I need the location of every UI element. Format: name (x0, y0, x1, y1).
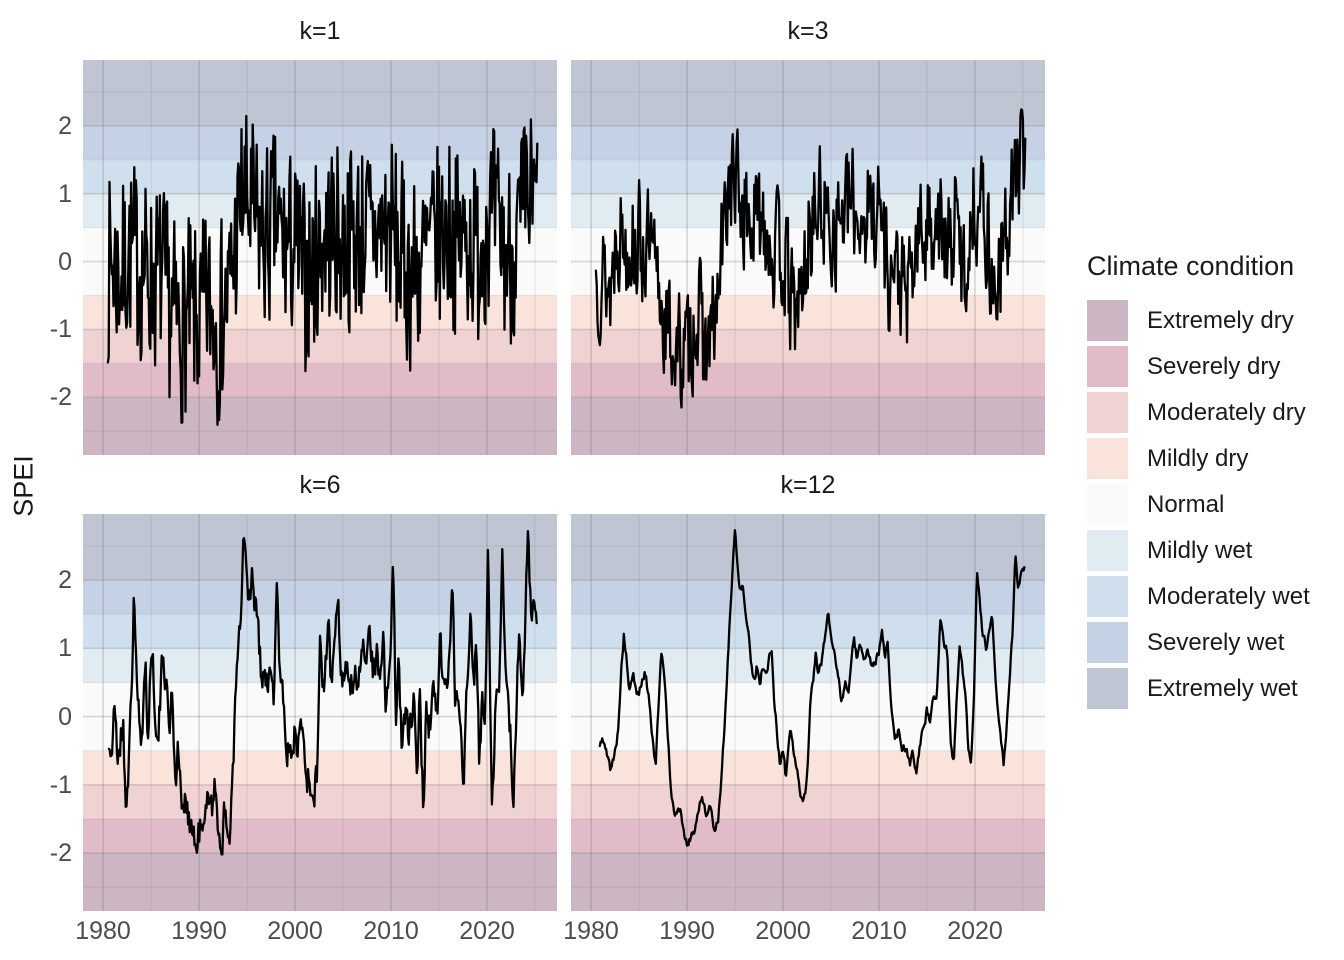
x-tick-label: 1990 (659, 917, 715, 945)
y-tick-label: -1 (49, 771, 72, 799)
legend-item-mildly-wet: Mildly wet (1087, 530, 1344, 571)
band-extremely-wet (83, 514, 557, 581)
panel-k-6-plot (83, 514, 557, 911)
band-extremely-wet (571, 514, 1045, 581)
y-tick-label: 1 (58, 634, 72, 662)
legend-item-label: Severely wet (1147, 628, 1285, 656)
band-severely-wet (571, 580, 1045, 615)
legend-item-extremely-wet: Extremely wet (1087, 668, 1344, 709)
x-tick-label: 1980 (75, 917, 131, 945)
spei-line (107, 529, 538, 856)
band-severely-wet (571, 125, 1045, 160)
band-moderately-dry (83, 784, 557, 819)
legend-item-label: Moderately dry (1147, 398, 1306, 426)
band-severely-dry (83, 363, 557, 398)
band-extremely-dry (83, 397, 557, 455)
legend-item-label: Mildly dry (1147, 444, 1249, 472)
y-tick-label: 0 (58, 248, 72, 276)
x-tick-label: 2010 (851, 917, 907, 945)
band-severely-wet (83, 125, 557, 160)
legend-item-moderately-wet: Moderately wet (1087, 576, 1344, 617)
legend-item-severely-wet: Severely wet (1087, 622, 1344, 663)
legend-item-mildly-dry: Mildly dry (1087, 438, 1344, 479)
y-axis-title: SPEI (8, 455, 39, 517)
legend-item-normal: Normal (1087, 484, 1344, 525)
spei-line (598, 529, 1026, 847)
band-severely-wet (83, 580, 557, 615)
band-extremely-dry (571, 397, 1045, 455)
panel-k-3-plot (571, 60, 1045, 455)
y-tick-label: 2 (58, 112, 72, 140)
band-moderately-wet (83, 159, 557, 194)
y-tick-label: -1 (49, 315, 72, 343)
panel-k-6 (83, 514, 557, 911)
band-severely-dry (83, 818, 557, 854)
band-moderately-dry (571, 784, 1045, 819)
y-tick-label: 2 (58, 566, 72, 594)
y-tick-label: 0 (58, 703, 72, 731)
legend-swatch (1087, 300, 1128, 341)
legend-item-severely-dry: Severely dry (1087, 346, 1344, 387)
legend-item-label: Extremely wet (1147, 674, 1298, 702)
legend-swatch (1087, 576, 1128, 617)
panel-k-1-plot (83, 60, 557, 455)
panel-k-12-plot (571, 514, 1045, 911)
legend-item-label: Severely dry (1147, 352, 1281, 380)
legend-swatch (1087, 668, 1128, 709)
legend-swatch (1087, 484, 1128, 525)
band-mildly-dry (83, 750, 557, 785)
x-tick-label: 2020 (947, 917, 1003, 945)
facet-label-k-12: k=12 (780, 471, 836, 499)
spei-line (106, 114, 539, 426)
y-tick-label: -2 (49, 839, 72, 867)
legend-item-label: Extremely dry (1147, 306, 1294, 334)
legend-swatch (1087, 392, 1128, 433)
band-extremely-dry (571, 853, 1045, 911)
facet-label-k-3: k=3 (787, 17, 829, 45)
x-tick-label: 2000 (755, 917, 811, 945)
band-moderately-wet (571, 159, 1045, 194)
gridlines (571, 514, 1045, 911)
band-severely-dry (571, 363, 1045, 398)
x-tick-label: 2010 (363, 917, 419, 945)
band-extremely-wet (83, 60, 557, 126)
panel-k-3 (571, 60, 1045, 455)
band-extremely-dry (83, 853, 557, 911)
facet-label-k-6: k=6 (299, 471, 341, 499)
legend-item-label: Moderately wet (1147, 582, 1310, 610)
spei-line (594, 108, 1027, 409)
legend-swatch (1087, 438, 1128, 479)
legend-swatch (1087, 346, 1128, 387)
x-tick-label: 1990 (171, 917, 227, 945)
climate-bands (571, 514, 1045, 911)
facet-label-k-1: k=1 (299, 17, 341, 45)
x-tick-label: 2000 (267, 917, 323, 945)
y-tick-label: -2 (49, 383, 72, 411)
band-moderately-wet (571, 614, 1045, 649)
legend-title: Climate condition (1087, 251, 1295, 281)
x-tick-label: 2020 (459, 917, 515, 945)
panel-k-12 (571, 514, 1045, 911)
band-extremely-wet (571, 60, 1045, 126)
band-mildly-wet (571, 648, 1045, 683)
legend-items: Extremely dry Severely dry Moderately dry M… (1087, 300, 1344, 709)
legend-item-label: Normal (1147, 490, 1225, 518)
band-moderately-dry (571, 329, 1045, 364)
legend-item-moderately-dry: Moderately dry (1087, 392, 1344, 433)
legend-item-extremely-dry: Extremely dry (1087, 300, 1344, 341)
x-tick-label: 1980 (563, 917, 619, 945)
legend-item-label: Mildly wet (1147, 536, 1253, 564)
legend-swatch (1087, 530, 1128, 571)
legend: Climate condition Extremely dry Severely … (1087, 250, 1344, 714)
legend-swatch (1087, 622, 1128, 663)
band-severely-dry (571, 818, 1045, 854)
panel-k-1 (83, 60, 557, 455)
y-tick-label: 1 (58, 180, 72, 208)
